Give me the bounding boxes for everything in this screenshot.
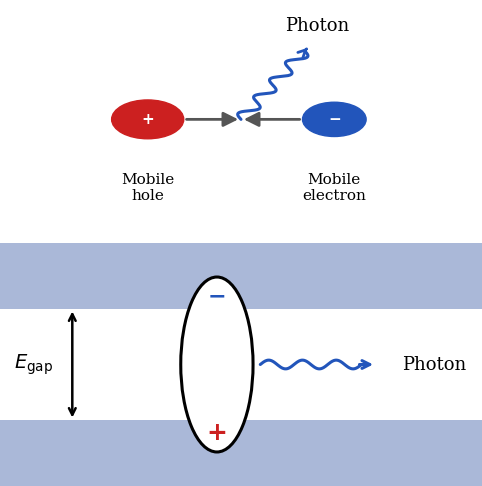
Circle shape (303, 102, 366, 137)
Bar (0, 243, 482, 309)
Text: Mobile
hole: Mobile hole (121, 173, 174, 203)
Text: +: + (141, 112, 154, 127)
Text: Photon: Photon (402, 355, 466, 374)
Text: +: + (206, 420, 228, 445)
Text: Mobile
electron: Mobile electron (302, 173, 366, 203)
Ellipse shape (181, 277, 253, 452)
Text: −: − (328, 112, 341, 127)
Bar (0, 420, 482, 486)
Text: $E_{\mathrm{gap}}$: $E_{\mathrm{gap}}$ (14, 352, 54, 377)
Text: −: − (208, 286, 226, 307)
Text: Photon: Photon (285, 17, 349, 35)
Circle shape (112, 100, 184, 139)
